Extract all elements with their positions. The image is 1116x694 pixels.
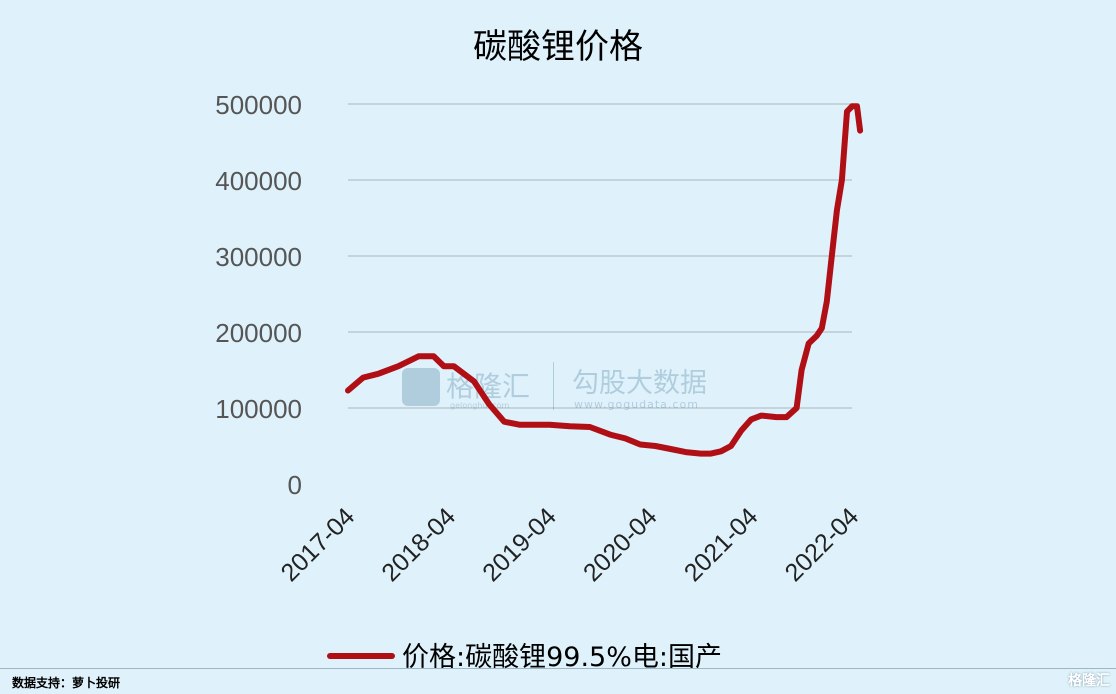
y-axis-tick-labels: 0 100000 200000 300000 400000 500000	[215, 90, 302, 500]
x-tick-label: 2019-04	[477, 502, 562, 587]
corner-logo: 格隆汇	[1068, 673, 1110, 689]
series-line	[345, 103, 864, 457]
gridlines	[348, 103, 852, 409]
y-tick-label: 300000	[215, 242, 302, 272]
x-tick-label: 2021-04	[679, 502, 764, 587]
watermark-logo-icon	[402, 368, 440, 406]
watermark-partner-url: www.gogudata.com	[574, 398, 699, 411]
y-tick-label: 0	[288, 470, 302, 500]
y-tick-label: 500000	[215, 90, 302, 120]
x-tick-label: 2022-04	[780, 502, 865, 587]
watermark-partner: 勾股大数据	[572, 368, 707, 399]
x-tick-label: 2017-04	[276, 502, 361, 587]
y-tick-label: 400000	[215, 166, 302, 196]
x-tick-label: 2020-04	[578, 502, 663, 587]
footer-divider	[0, 668, 1116, 669]
x-axis-tick-labels: 2017-04 2018-04 2019-04 2020-04 2021-04 2022-…	[276, 502, 865, 587]
y-tick-label: 200000	[215, 318, 302, 348]
watermark-brand-url: gelonghui.com	[450, 401, 509, 410]
data-source-note: 数据支持：萝卜投研	[12, 676, 121, 690]
watermark-divider	[553, 362, 554, 410]
y-tick-label: 100000	[215, 394, 302, 424]
x-tick-label: 2018-04	[376, 502, 461, 587]
legend-label: 价格:碳酸锂99.5%电:国产	[402, 642, 722, 673]
watermark: 格隆汇 gelonghui.com 勾股大数据 www.gogudata.com	[402, 362, 707, 411]
chart-title: 碳酸锂价格	[473, 27, 643, 67]
